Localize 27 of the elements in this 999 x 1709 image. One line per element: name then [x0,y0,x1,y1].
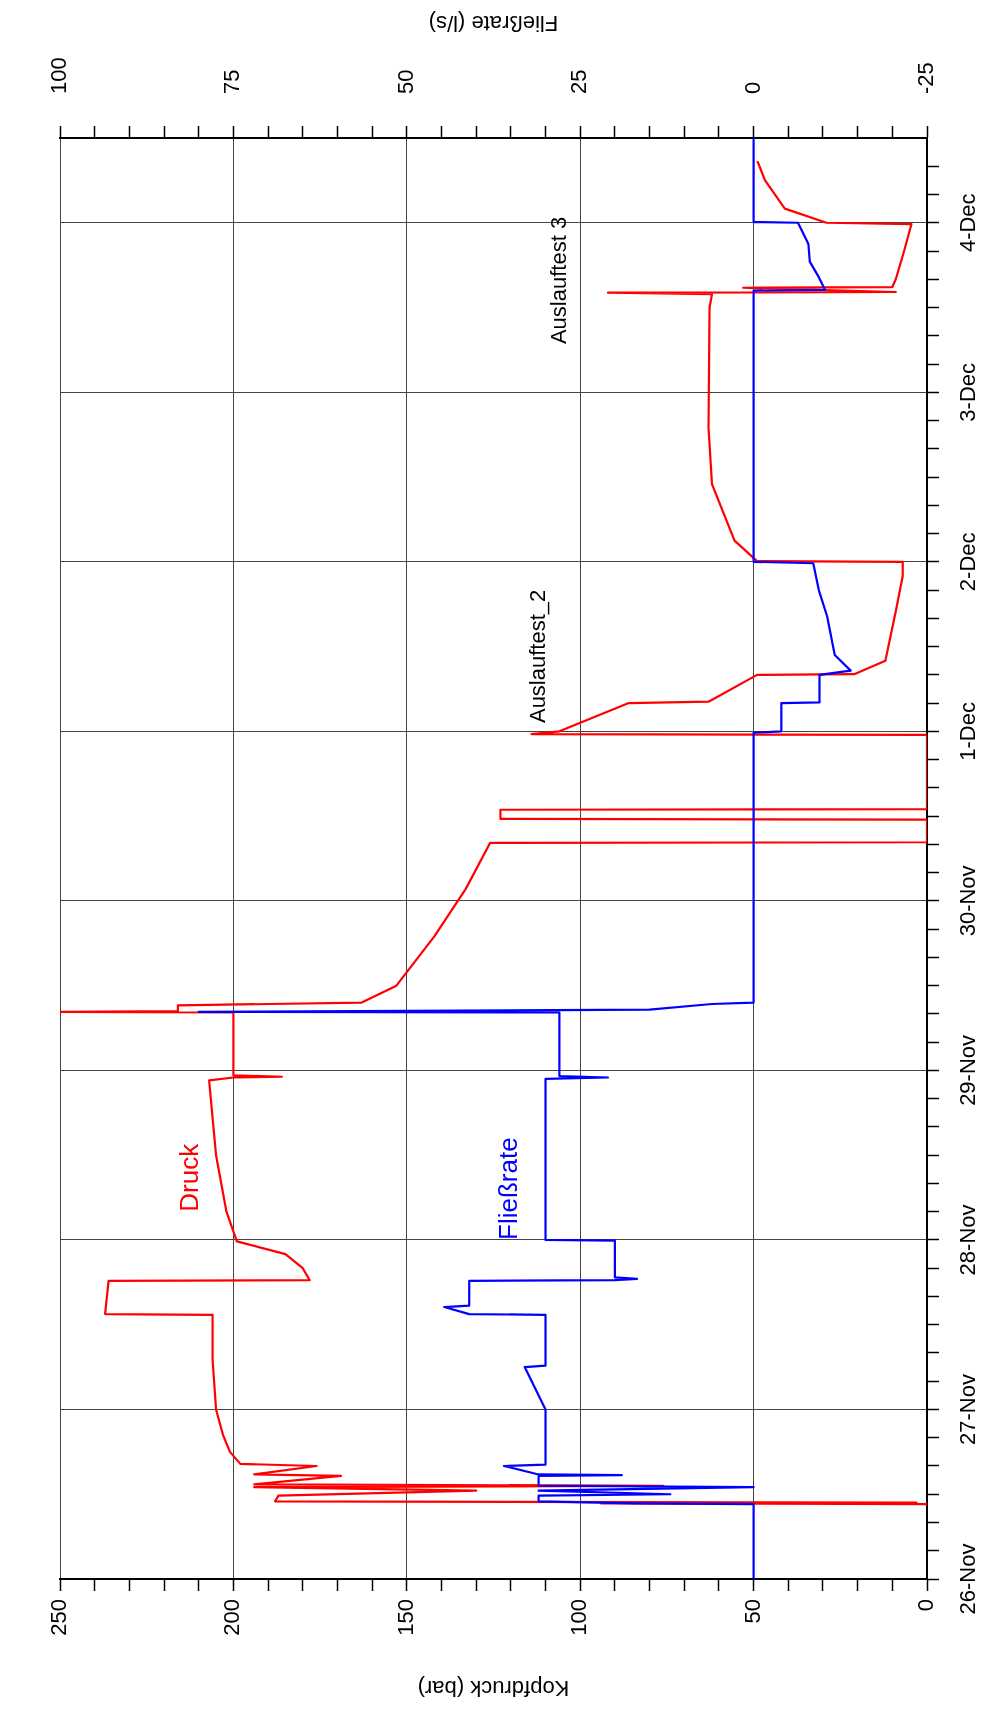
x2-tick-label: 50 [392,69,418,94]
x-tick-label: 0 [913,1599,939,1612]
y-tick-label: 4-Dec [955,193,981,253]
x-tick-label: 100 [566,1599,592,1636]
x-tick-label: 250 [46,1599,72,1636]
x-tick-label: 50 [739,1599,765,1624]
y-tick-label: 2-Dec [955,532,981,592]
y-tick-label: 30-Nov [955,865,981,937]
y-tick-label: 1-Dec [955,702,981,761]
y-tick-label: 3-Dec [955,362,981,422]
x2-tick-label: 100 [46,57,72,94]
annotation: Auslauftest 3 [546,216,572,345]
x2-tick-label: 75 [219,69,245,94]
x2-tick-label: -25 [913,62,939,94]
text: Druck [173,1142,204,1212]
x-axis-title: Kopfdruck (bar) [417,1675,570,1701]
x2-tick-label: 25 [566,69,592,94]
x-tick-label: 200 [219,1599,245,1636]
y-tick-label: 27-Nov [955,1374,981,1445]
x2-tick-label: 0 [739,81,765,94]
y-tick-label: 28-Nov [955,1204,981,1276]
annotation: Auslauftest_2 [524,589,550,724]
text: Fließrate [492,1137,523,1240]
y-tick-label: 26-Nov [955,1543,981,1615]
x-tick-label: 150 [392,1599,418,1636]
y-tick-label: 29-Nov [955,1034,981,1106]
x2-axis-title: Fließrate (l/s) [428,10,559,36]
